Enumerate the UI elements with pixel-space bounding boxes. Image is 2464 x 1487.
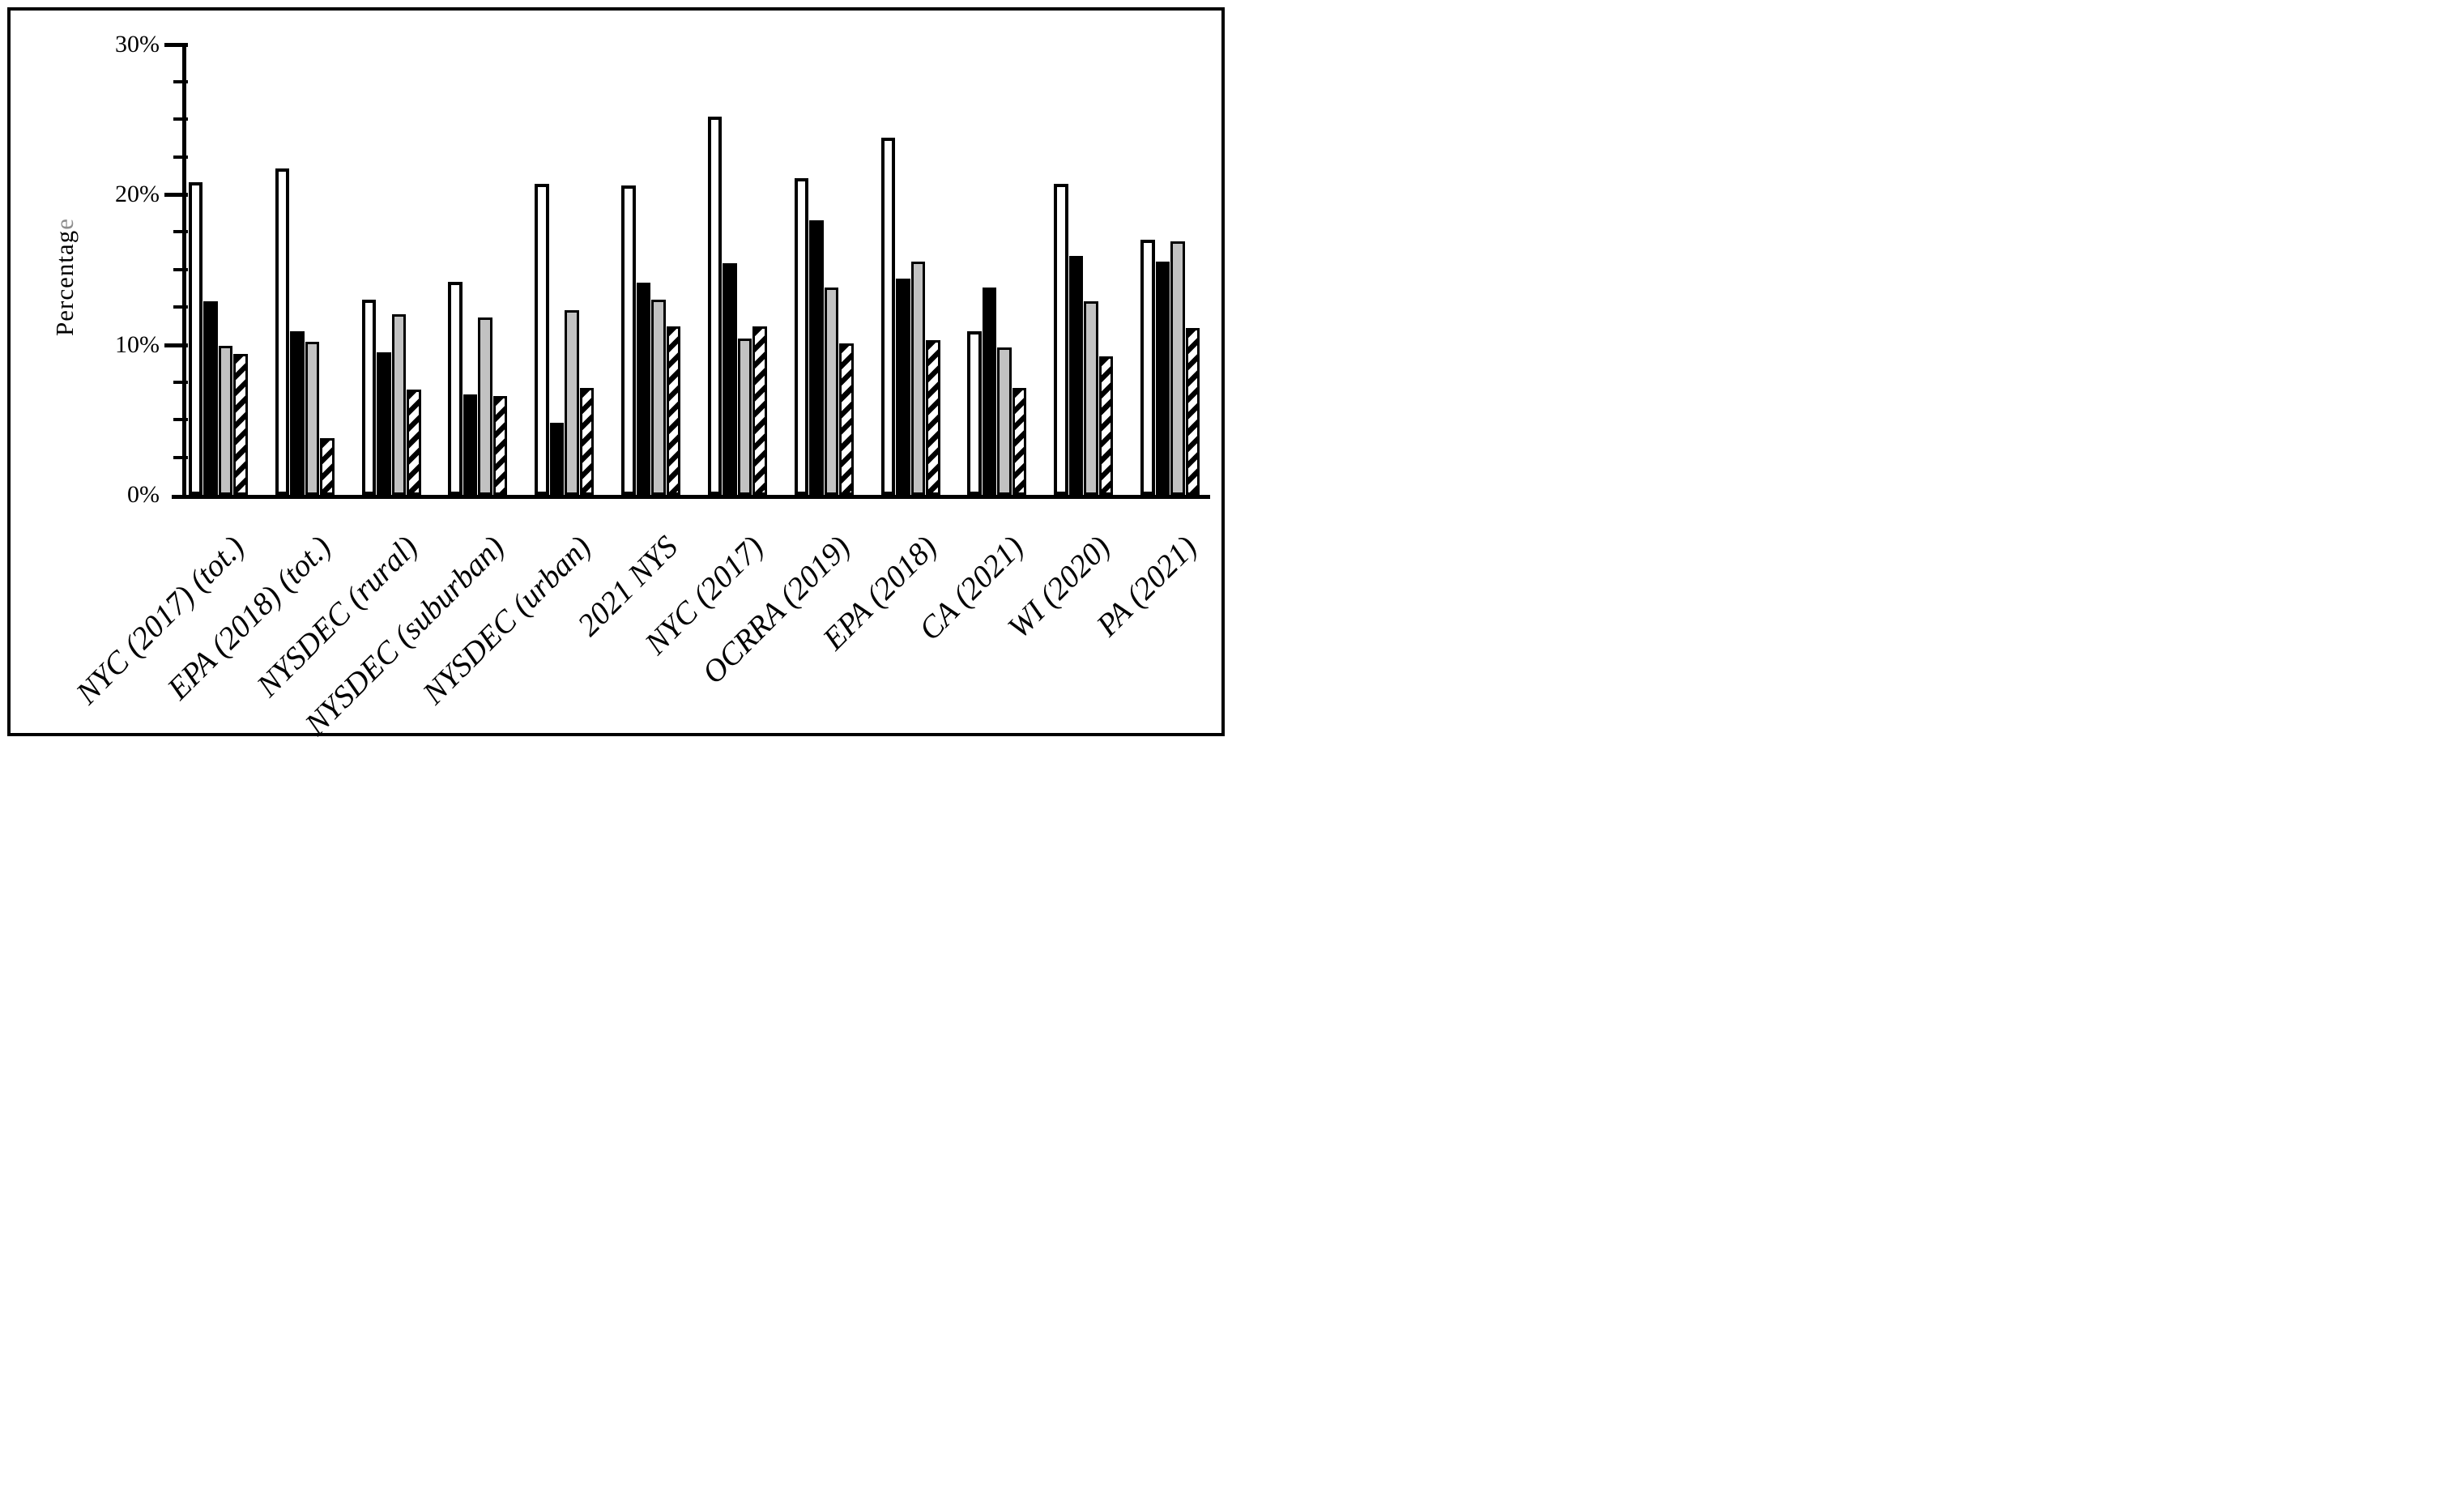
bar-hatched-EPA (2018) (tot.)	[320, 437, 335, 495]
bar-black-NYC (2017)	[723, 263, 737, 495]
y-axis-tick-label: 0%	[127, 481, 160, 508]
y-axis-minor-tick	[173, 79, 188, 83]
y-axis-major-tick	[164, 193, 188, 197]
bar-gray-EPA (2018)	[910, 262, 926, 495]
y-axis-minor-tick	[173, 305, 188, 309]
bar-white-NYSDEC (rural)	[361, 299, 377, 495]
bar-gray-CA (2021)	[997, 347, 1012, 495]
y-axis-minor-tick	[173, 418, 188, 422]
y-axis-title-gray-letter: e	[50, 218, 79, 230]
y-axis-minor-tick	[173, 155, 188, 159]
bar-gray-2021 NYS	[651, 299, 666, 495]
y-axis-tick-label: 30%	[115, 30, 160, 58]
figure-canvas: Percentage 0% 10% 20% 30% NYC (2017) (tot.) E…	[0, 0, 1232, 744]
bar-white-NYC (2017)	[707, 116, 723, 495]
y-axis-minor-tick	[173, 455, 188, 459]
y-axis-major-tick	[164, 343, 188, 347]
bar-black-NYSDEC (suburban)	[463, 394, 478, 495]
y-axis-title-black-part: Percentag	[50, 229, 79, 336]
y-axis-title: Percentage	[50, 218, 79, 336]
bar-hatched-OCRRA (2019)	[839, 343, 854, 495]
bar-gray-WI (2020)	[1084, 300, 1098, 495]
bar-hatched-NYSDEC (rural)	[407, 390, 421, 495]
bar-hatched-PA (2021)	[1185, 328, 1200, 495]
bar-black-EPA (2018)	[896, 278, 910, 495]
bar-black-OCRRA (2019)	[809, 219, 824, 495]
bar-white-NYSDEC (suburban)	[448, 281, 463, 495]
bar-white-2021 NYS	[621, 185, 636, 495]
bar-black-NYSDEC (urban)	[549, 422, 565, 495]
y-axis-major-tick	[164, 42, 188, 47]
bar-hatched-2021 NYS	[666, 326, 681, 495]
bar-hatched-WI (2020)	[1098, 356, 1114, 495]
bar-gray-NYSDEC (rural)	[391, 314, 407, 495]
bar-black-NYC (2017) (tot.)	[203, 300, 218, 495]
x-axis-line	[172, 495, 1210, 499]
bar-white-WI (2020)	[1054, 184, 1068, 495]
bar-hatched-NYC (2017)	[752, 326, 767, 495]
y-axis-tick-label: 10%	[115, 330, 160, 358]
bar-hatched-NYC (2017) (tot.)	[233, 353, 248, 495]
bar-black-NYSDEC (rural)	[377, 352, 391, 495]
bar-white-NYSDEC (urban)	[535, 184, 549, 495]
bar-black-EPA (2018) (tot.)	[290, 330, 305, 495]
bar-white-PA (2021)	[1140, 239, 1155, 495]
bar-white-OCRRA (2019)	[794, 177, 809, 495]
bar-black-CA (2021)	[982, 288, 997, 495]
bar-hatched-NYSDEC (urban)	[579, 388, 595, 495]
bar-white-NYC (2017) (tot.)	[188, 182, 203, 495]
bar-black-PA (2021)	[1155, 262, 1170, 495]
bar-white-EPA (2018) (tot.)	[275, 168, 290, 495]
bar-gray-NYC (2017)	[737, 339, 752, 495]
y-axis-minor-tick	[173, 380, 188, 384]
bar-gray-NYSDEC (suburban)	[478, 317, 492, 495]
y-axis-minor-tick	[173, 230, 188, 234]
figure-frame-border	[7, 7, 1225, 736]
y-axis-minor-tick	[173, 267, 188, 271]
bar-hatched-EPA (2018)	[926, 339, 940, 495]
bar-gray-OCRRA (2019)	[824, 288, 839, 495]
bar-white-CA (2021)	[967, 330, 982, 495]
y-axis-minor-tick	[173, 117, 188, 121]
bar-hatched-NYSDEC (suburban)	[492, 395, 508, 495]
bar-white-EPA (2018)	[880, 137, 896, 495]
y-axis-tick-label: 20%	[115, 181, 160, 207]
bar-black-2021 NYS	[636, 283, 651, 495]
bar-black-WI (2020)	[1068, 256, 1084, 495]
bar-hatched-CA (2021)	[1012, 388, 1027, 495]
bar-gray-EPA (2018) (tot.)	[305, 341, 320, 495]
bar-gray-NYC (2017) (tot.)	[218, 346, 233, 495]
bar-gray-PA (2021)	[1170, 241, 1185, 495]
bar-gray-NYSDEC (urban)	[565, 309, 579, 495]
